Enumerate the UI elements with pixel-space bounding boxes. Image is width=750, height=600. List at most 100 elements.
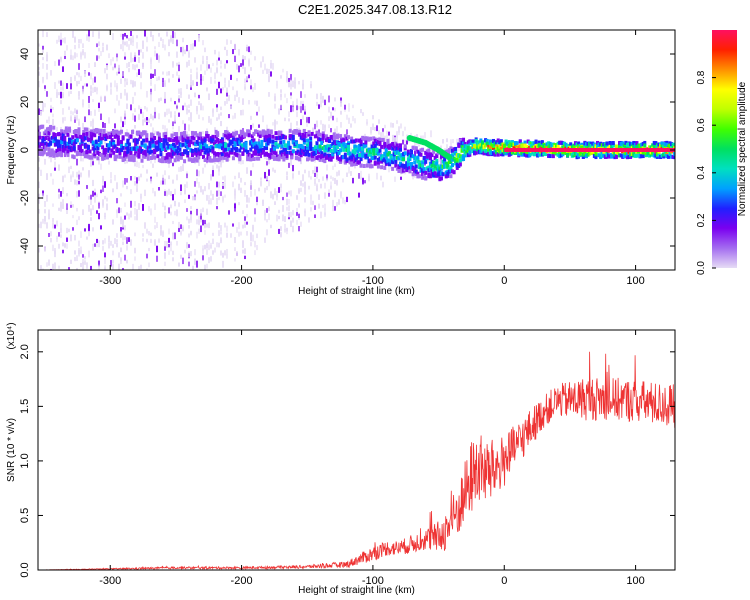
ridge-cell [304, 152, 308, 157]
ridge-cell [646, 150, 650, 155]
ridge-cell [159, 138, 163, 143]
noise-cell [380, 132, 382, 137]
ridge-cell [244, 132, 248, 137]
noise-cell [46, 262, 48, 267]
ridge-cell [142, 138, 146, 143]
ridge-cell [548, 144, 552, 149]
noise-cell [108, 117, 110, 124]
noise-cell [228, 157, 230, 161]
noise-cell [96, 242, 98, 248]
noise-cell [88, 170, 90, 177]
noise-cell [98, 264, 100, 270]
ridge-cell [394, 163, 398, 168]
ridge-cell [499, 139, 503, 144]
noise-cell [310, 81, 312, 87]
ridge-cell [397, 151, 401, 156]
ridge-cell [353, 156, 357, 161]
ridge-cell [555, 143, 559, 148]
ridge-cell [583, 143, 587, 148]
ridge-cell [487, 152, 491, 157]
ridge-cell [161, 156, 165, 161]
noise-cell [150, 238, 152, 243]
ridge-cell [332, 148, 336, 153]
noise-cell [104, 216, 106, 220]
ridge-cell [394, 145, 398, 150]
noise-cell [186, 181, 188, 188]
noise-cell [172, 30, 174, 38]
ridge-cell [394, 159, 398, 164]
ridge-cell [427, 168, 431, 173]
noise-cell [74, 257, 76, 262]
ridge-cell [517, 145, 521, 150]
ridge-cell [164, 156, 168, 161]
noise-cell [64, 50, 66, 58]
noise-cell [178, 221, 180, 229]
ridge-cell [293, 142, 297, 147]
noise-cell [88, 204, 90, 212]
noise-cell [258, 187, 260, 192]
ridge-cell [643, 143, 647, 148]
ridge-cell [644, 151, 648, 156]
ridge-cell [198, 145, 202, 150]
ridge-cell [395, 146, 399, 151]
ridge-cell [250, 140, 254, 145]
ridge-cell [324, 145, 328, 150]
ridge-cell [214, 152, 218, 157]
ridge-cell [463, 151, 467, 156]
ridge-cell [58, 131, 62, 136]
noise-cell [264, 171, 266, 179]
noise-cell [194, 249, 196, 256]
noise-cell [208, 240, 210, 244]
ridge-cell [201, 138, 205, 143]
ridge-cell [112, 145, 116, 150]
noise-cell [216, 197, 218, 205]
noise-cell [180, 88, 182, 95]
noise-cell [352, 177, 354, 184]
ridge-cell [400, 169, 404, 174]
ridge-cell [468, 146, 472, 151]
noise-cell [334, 190, 336, 197]
ridge-cell [386, 142, 390, 147]
ridge-cell [331, 134, 335, 139]
noise-cell [122, 241, 124, 246]
ridge-cell [134, 147, 138, 152]
ridge-cell [335, 155, 339, 160]
ridge-cell [96, 128, 100, 133]
colorbar-tick-label: 0.4 [696, 165, 707, 179]
ridge-cell [74, 133, 78, 138]
ridge-cell [618, 153, 622, 158]
ridge-cell [242, 143, 246, 148]
ridge-cell [627, 154, 631, 159]
x-tick-label: 100 [626, 275, 644, 287]
noise-cell [212, 62, 214, 67]
noise-cell [266, 229, 268, 236]
ridge-cell [257, 152, 261, 157]
noise-cell [98, 41, 100, 47]
noise-cell [222, 87, 224, 91]
ridge-cell [484, 148, 488, 153]
noise-cell [124, 32, 126, 37]
ridge-cell [157, 132, 161, 137]
ridge-cell [198, 132, 202, 137]
ridge-cell [250, 134, 254, 139]
noise-cell [234, 237, 236, 244]
noise-cell [242, 64, 244, 69]
noise-cell [198, 220, 200, 226]
noise-cell [48, 213, 50, 220]
noise-cell [280, 188, 282, 193]
noise-cell [250, 124, 252, 130]
noise-cell [48, 232, 50, 237]
ridge-cell [203, 158, 207, 163]
ridge-cell [586, 145, 590, 150]
ridge-cell [397, 146, 401, 151]
noise-cell [144, 222, 146, 229]
noise-cell [340, 110, 342, 115]
noise-cell [242, 128, 244, 132]
noise-cell [162, 231, 164, 237]
ridge-cell [315, 155, 319, 160]
noise-cell [76, 53, 78, 58]
noise-cell [334, 128, 336, 133]
ridge-cell [268, 133, 272, 138]
ridge-cell [315, 149, 319, 154]
ridge-cell [64, 144, 68, 149]
